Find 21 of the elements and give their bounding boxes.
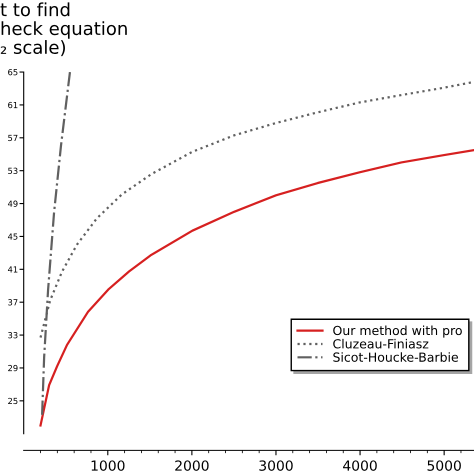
x-tick-label: 2000 <box>175 460 209 471</box>
y-tick-label: 61 <box>8 102 18 108</box>
y-tick-label: 33 <box>8 332 18 338</box>
y-tick-label: 37 <box>8 299 18 306</box>
x-tick-label: 4000 <box>343 460 377 471</box>
y-tick-label: 57 <box>8 134 18 142</box>
legend-label: Cluzeau-Finiasz <box>333 338 428 349</box>
x-tick-label: 3000 <box>259 460 293 471</box>
legend-label: Sicot-Houcke-Barbie <box>333 352 458 362</box>
line-series <box>39 149 474 427</box>
y-tick-label: 45 <box>8 234 18 240</box>
x-tick-label: 5000 <box>428 460 461 471</box>
y-tick-label: 25 <box>8 398 18 404</box>
y-tick-label: 49 <box>8 200 18 207</box>
y-tick-label: 53 <box>8 168 18 174</box>
y-tick-label: 65 <box>8 69 18 76</box>
chart-title: t to find heck equation ₂ scale) <box>0 2 127 56</box>
x-tick-label: 1000 <box>92 460 125 471</box>
y-tick-label: 41 <box>8 266 18 272</box>
y-tick-label: 29 <box>8 364 18 372</box>
legend-label: Our method with pro <box>333 326 462 338</box>
